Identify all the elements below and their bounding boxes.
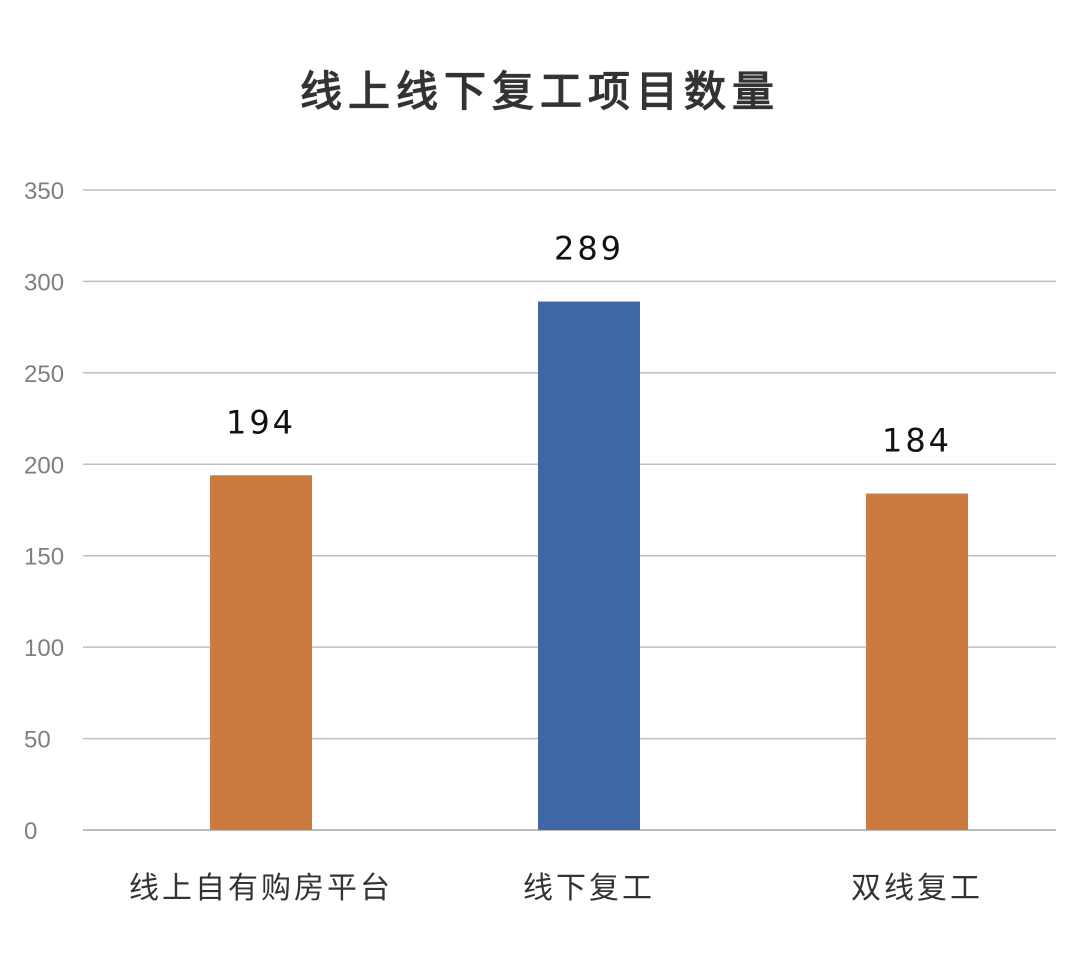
- bar: [210, 475, 312, 830]
- x-axis-ticks: 线上自有购房平台 线下复工 双线复工: [129, 871, 983, 906]
- x-tick-label: 线下复工: [523, 871, 655, 906]
- data-label: 194: [226, 403, 296, 441]
- x-tick-label: 双线复工: [851, 871, 983, 906]
- y-axis-ticks: 0 50 100 150 200 250 300 350: [24, 178, 64, 845]
- y-tick-label: 300: [24, 269, 64, 296]
- data-labels: 194 289 184: [226, 230, 952, 460]
- bar: [538, 301, 640, 830]
- y-tick-label: 50: [24, 727, 51, 754]
- chart-title: 线上线下复工项目数量: [299, 67, 780, 116]
- y-tick-label: 100: [24, 635, 64, 662]
- bar: [866, 493, 968, 830]
- bars: [210, 301, 968, 830]
- data-label: 289: [554, 230, 624, 268]
- data-label: 184: [882, 422, 952, 460]
- x-tick-label: 线上自有购房平台: [129, 871, 393, 906]
- y-tick-label: 350: [24, 178, 64, 205]
- y-tick-label: 0: [24, 818, 37, 845]
- y-tick-label: 200: [24, 452, 64, 479]
- y-tick-label: 150: [24, 544, 64, 571]
- y-tick-label: 250: [24, 361, 64, 388]
